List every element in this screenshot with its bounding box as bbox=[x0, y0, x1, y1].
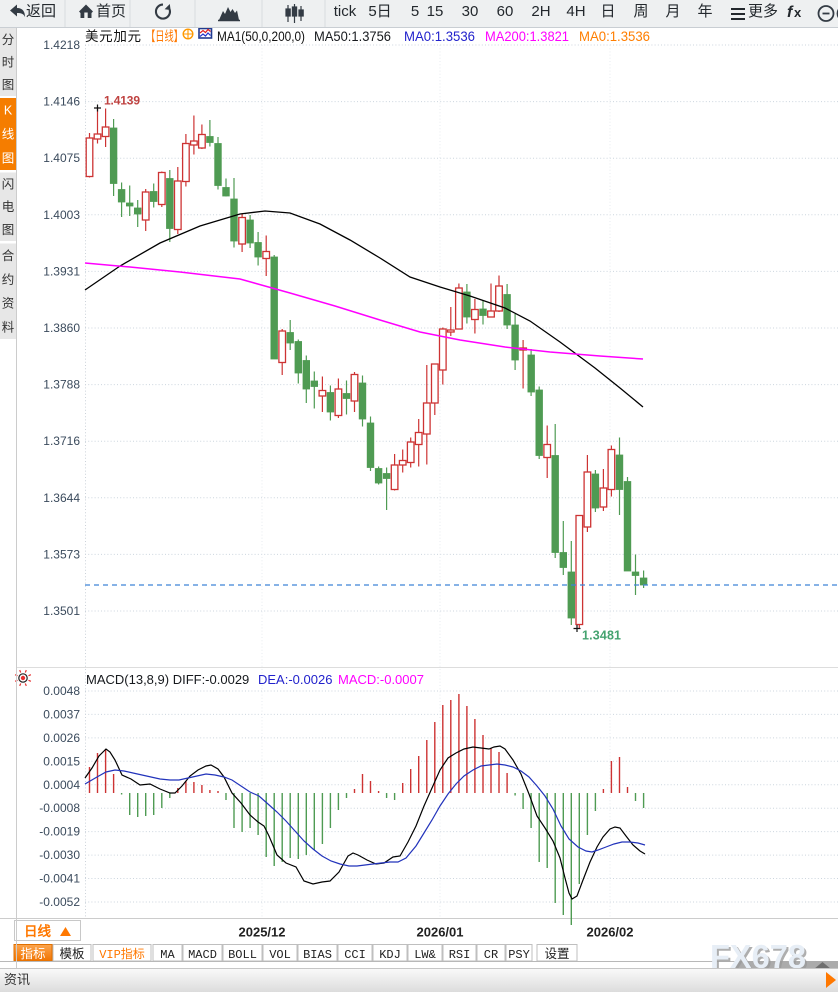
svg-text:0.0015: 0.0015 bbox=[43, 754, 80, 768]
svg-text:1.3931: 1.3931 bbox=[43, 264, 80, 278]
svg-text:DEA:-0.0026: DEA:-0.0026 bbox=[258, 672, 332, 687]
svg-text:2H: 2H bbox=[531, 3, 550, 20]
svg-text:-0.0052: -0.0052 bbox=[39, 895, 80, 909]
svg-text:时: 时 bbox=[2, 56, 15, 70]
svg-text:月: 月 bbox=[665, 3, 680, 20]
svg-text:MA0:1.3536: MA0:1.3536 bbox=[579, 29, 650, 44]
svg-text:MACD:-0.0007: MACD:-0.0007 bbox=[338, 672, 424, 687]
svg-text:VOL: VOL bbox=[269, 948, 291, 962]
svg-text:MACD(13,8,9) DIFF:-0.0029: MACD(13,8,9) DIFF:-0.0029 bbox=[86, 672, 249, 687]
svg-text:1.4003: 1.4003 bbox=[43, 208, 80, 222]
svg-text:5: 5 bbox=[411, 3, 419, 20]
svg-text:PSY: PSY bbox=[508, 948, 530, 962]
svg-text:tick: tick bbox=[334, 3, 357, 20]
svg-text:-0.0041: -0.0041 bbox=[39, 872, 80, 886]
svg-text:BOLL: BOLL bbox=[228, 948, 257, 962]
svg-text:设置: 设置 bbox=[544, 946, 569, 961]
svg-text:1.3716: 1.3716 bbox=[43, 434, 80, 448]
svg-text:MA50:1.3756: MA50:1.3756 bbox=[314, 29, 391, 44]
svg-text:VIP指标: VIP指标 bbox=[99, 946, 145, 962]
svg-text:1.3860: 1.3860 bbox=[43, 321, 80, 335]
svg-text:-0.0030: -0.0030 bbox=[39, 848, 80, 862]
svg-text:图: 图 bbox=[2, 223, 15, 237]
svg-text:CCI: CCI bbox=[344, 948, 366, 962]
svg-text:返回: 返回 bbox=[26, 3, 56, 20]
svg-text:RSI: RSI bbox=[449, 948, 471, 962]
svg-text:1.3501: 1.3501 bbox=[43, 604, 80, 618]
svg-text:1.3481: 1.3481 bbox=[582, 629, 621, 643]
svg-text:1.3788: 1.3788 bbox=[43, 378, 80, 392]
svg-text:指标: 指标 bbox=[20, 946, 45, 961]
svg-text:1.4218: 1.4218 bbox=[43, 38, 80, 52]
svg-text:周: 周 bbox=[633, 3, 648, 20]
svg-text:【日线】: 【日线】 bbox=[146, 29, 183, 44]
svg-text:-0.0019: -0.0019 bbox=[39, 825, 80, 839]
svg-text:1.4146: 1.4146 bbox=[43, 95, 80, 109]
svg-text:日: 日 bbox=[600, 3, 615, 20]
svg-text:2025/12: 2025/12 bbox=[239, 925, 286, 940]
svg-text:资: 资 bbox=[2, 297, 15, 311]
svg-text:MA: MA bbox=[160, 948, 175, 962]
svg-text:K: K bbox=[4, 104, 13, 118]
svg-text:KDJ: KDJ bbox=[379, 948, 401, 962]
svg-text:CR: CR bbox=[484, 948, 498, 962]
svg-text:60: 60 bbox=[497, 3, 514, 20]
svg-text:-0.0008: -0.0008 bbox=[39, 801, 80, 815]
svg-text:0.0026: 0.0026 bbox=[43, 731, 80, 745]
svg-text:30: 30 bbox=[462, 3, 479, 20]
svg-text:2026/01: 2026/01 bbox=[417, 925, 464, 940]
svg-text:图: 图 bbox=[2, 152, 15, 166]
svg-text:分: 分 bbox=[2, 33, 15, 47]
svg-text:闪: 闪 bbox=[2, 177, 15, 191]
svg-text:BIAS: BIAS bbox=[303, 948, 332, 962]
svg-text:料: 料 bbox=[2, 321, 15, 335]
svg-text:MACD: MACD bbox=[188, 948, 217, 962]
svg-text:1.3573: 1.3573 bbox=[43, 547, 80, 561]
svg-text:约: 约 bbox=[2, 272, 15, 287]
svg-text:图: 图 bbox=[2, 78, 15, 92]
svg-text:线: 线 bbox=[2, 128, 15, 142]
svg-text:资讯: 资讯 bbox=[4, 972, 30, 987]
svg-text:0.0037: 0.0037 bbox=[43, 707, 80, 721]
svg-text:5日: 5日 bbox=[368, 3, 391, 20]
svg-text:MA200:1.3821: MA200:1.3821 bbox=[485, 29, 569, 44]
svg-text:合: 合 bbox=[2, 248, 15, 263]
svg-text:0.0004: 0.0004 bbox=[43, 778, 80, 792]
svg-text:LW&: LW& bbox=[414, 948, 436, 962]
svg-text:美元加元: 美元加元 bbox=[85, 29, 141, 44]
svg-text:0.0048: 0.0048 bbox=[43, 684, 80, 698]
svg-text:1.3644: 1.3644 bbox=[43, 491, 80, 505]
svg-text:更多: 更多 bbox=[748, 3, 778, 20]
svg-text:MA0:1.3536: MA0:1.3536 bbox=[404, 29, 475, 44]
svg-text:日线: 日线 bbox=[24, 923, 51, 939]
svg-text:年: 年 bbox=[697, 3, 712, 20]
svg-text:模板: 模板 bbox=[59, 947, 85, 961]
svg-text:15: 15 bbox=[427, 3, 444, 20]
svg-text:首页: 首页 bbox=[96, 3, 126, 20]
svg-text:4H: 4H bbox=[566, 3, 585, 20]
svg-text:1.4075: 1.4075 bbox=[43, 151, 80, 165]
svg-text:x: x bbox=[794, 5, 802, 20]
svg-text:1.4139: 1.4139 bbox=[104, 94, 140, 108]
svg-text:f: f bbox=[787, 4, 794, 21]
svg-text:MA1(50,0,200,0): MA1(50,0,200,0) bbox=[217, 29, 305, 44]
svg-text:2026/02: 2026/02 bbox=[587, 925, 634, 940]
svg-text:电: 电 bbox=[2, 200, 15, 214]
